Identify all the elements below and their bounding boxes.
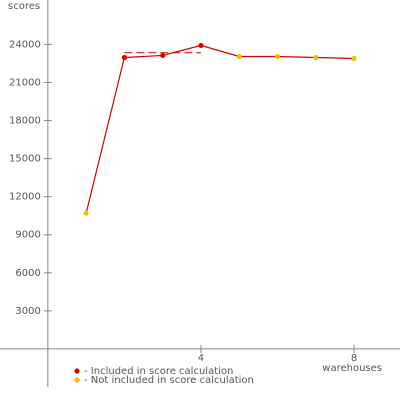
x-tick-label: 8 xyxy=(351,353,357,364)
point xyxy=(198,42,204,49)
legend-marker xyxy=(74,377,80,383)
point xyxy=(83,210,89,216)
y-tick-label: 18000 xyxy=(9,116,41,127)
y-tick-label: 21000 xyxy=(9,77,41,88)
y-axis-label: scores xyxy=(8,1,40,12)
y-tick-label: 3000 xyxy=(15,306,40,317)
point xyxy=(351,55,357,62)
point xyxy=(236,53,242,60)
point xyxy=(160,52,166,59)
y-tick-label: 9000 xyxy=(15,230,40,241)
y-tick-label: 24000 xyxy=(9,39,41,50)
y-tick-label: 12000 xyxy=(9,192,41,203)
point xyxy=(121,54,128,61)
legend-label: - Not included in score calculation xyxy=(84,375,254,386)
point xyxy=(313,54,319,61)
y-tick-label: 15000 xyxy=(9,154,41,165)
x-axis-label: warehouses xyxy=(322,363,382,374)
legend-marker xyxy=(74,368,80,374)
line xyxy=(85,44,355,214)
point xyxy=(274,53,281,60)
legend-label: - Included in score calculation xyxy=(84,366,233,377)
x-tick-label: 4 xyxy=(198,353,204,364)
y-tick-label: 6000 xyxy=(15,268,40,279)
